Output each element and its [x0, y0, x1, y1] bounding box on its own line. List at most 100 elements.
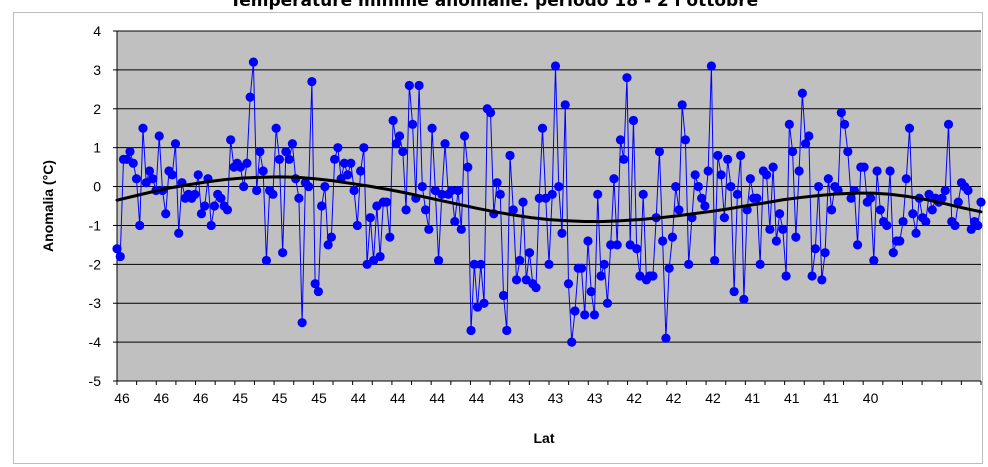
- axes: [113, 30, 982, 385]
- data-point: [554, 181, 564, 192]
- data-point: [333, 143, 343, 153]
- data-point: [576, 263, 587, 273]
- data-point: [904, 123, 915, 133]
- x-tick-label: 41: [745, 390, 761, 406]
- data-point: [684, 259, 694, 269]
- data-point: [677, 100, 687, 110]
- data-point: [297, 318, 307, 328]
- data-point: [570, 306, 580, 316]
- y-tick-labels: -5 -4 -3 -2 -1 0 1 2 3 4: [89, 23, 102, 389]
- data-point: [495, 189, 505, 199]
- data-point: [706, 61, 717, 71]
- data-point: [453, 185, 463, 196]
- data-point: [245, 92, 255, 102]
- data-point: [391, 139, 401, 149]
- data-point: [765, 224, 775, 234]
- x-tick-label: 46: [154, 390, 170, 406]
- data-point: [193, 170, 203, 180]
- data-point: [450, 216, 460, 227]
- data-point: [908, 209, 918, 219]
- x-tick-label: 45: [311, 390, 327, 406]
- data-point: [963, 185, 973, 196]
- data-point: [839, 119, 850, 129]
- data-point: [398, 146, 408, 157]
- data-point: [859, 162, 869, 172]
- data-point: [563, 279, 574, 289]
- data-point: [498, 290, 509, 301]
- data-point: [381, 197, 392, 207]
- data-point: [826, 205, 837, 215]
- data-point: [557, 228, 567, 238]
- data-point: [456, 224, 466, 234]
- data-point: [407, 119, 418, 129]
- x-tick-label: 44: [469, 390, 485, 406]
- y-tick-label: 0: [93, 179, 101, 195]
- data-point: [940, 185, 950, 196]
- y-tick-label: -1: [89, 217, 102, 233]
- data-point: [726, 181, 736, 192]
- data-point: [196, 209, 207, 219]
- data-point: [567, 337, 577, 347]
- x-tick-label: 41: [784, 390, 800, 406]
- data-point: [515, 255, 525, 266]
- data-point: [583, 236, 593, 246]
- x-tick-label: 43: [587, 390, 603, 406]
- data-point: [148, 174, 158, 184]
- data-point: [700, 201, 710, 211]
- x-tick-label: 42: [626, 390, 642, 406]
- data-point: [752, 193, 762, 203]
- data-point: [424, 224, 434, 234]
- data-point: [268, 189, 278, 199]
- data-point: [690, 170, 700, 180]
- data-point: [739, 294, 749, 304]
- data-point: [547, 189, 557, 199]
- data-point: [784, 119, 794, 129]
- x-tick-label: 42: [666, 390, 682, 406]
- data-point: [612, 240, 622, 250]
- data-point: [346, 158, 356, 168]
- data-point: [937, 193, 947, 203]
- data-point: [242, 158, 252, 168]
- data-point: [953, 197, 963, 207]
- x-tick-label: 42: [705, 390, 721, 406]
- data-point: [209, 201, 220, 211]
- data-point: [427, 123, 437, 133]
- y-tick-label: -3: [89, 295, 102, 311]
- data-point: [654, 146, 665, 157]
- data-point: [154, 131, 164, 141]
- data-point: [508, 205, 518, 215]
- data-point: [586, 286, 596, 297]
- data-point: [703, 166, 713, 176]
- data-point: [479, 298, 489, 308]
- data-point: [843, 146, 853, 157]
- data-point: [206, 220, 216, 231]
- data-point: [852, 240, 863, 250]
- data-point: [167, 170, 177, 180]
- data-point: [921, 216, 931, 227]
- data-point: [248, 57, 259, 67]
- data-point: [943, 119, 954, 129]
- data-point: [330, 154, 340, 164]
- data-point: [320, 181, 330, 192]
- data-point: [531, 283, 541, 293]
- data-point: [667, 232, 678, 242]
- data-point: [459, 131, 470, 141]
- series-anomalia: [112, 57, 986, 347]
- data-point: [817, 275, 827, 285]
- data-point: [895, 236, 905, 246]
- data-point: [304, 181, 314, 192]
- data-point: [674, 205, 684, 215]
- data-point: [200, 201, 210, 211]
- data-point: [385, 232, 395, 242]
- data-point: [901, 174, 911, 184]
- data-point: [927, 205, 937, 215]
- data-point: [911, 228, 921, 238]
- data-point: [138, 123, 148, 133]
- data-point: [596, 271, 606, 281]
- data-point: [771, 236, 781, 246]
- y-tick-label: -5: [89, 373, 102, 389]
- data-point: [343, 170, 353, 180]
- chart-title: Temperature minime anomalie: periodo 18 …: [229, 0, 759, 11]
- data-point: [271, 123, 281, 133]
